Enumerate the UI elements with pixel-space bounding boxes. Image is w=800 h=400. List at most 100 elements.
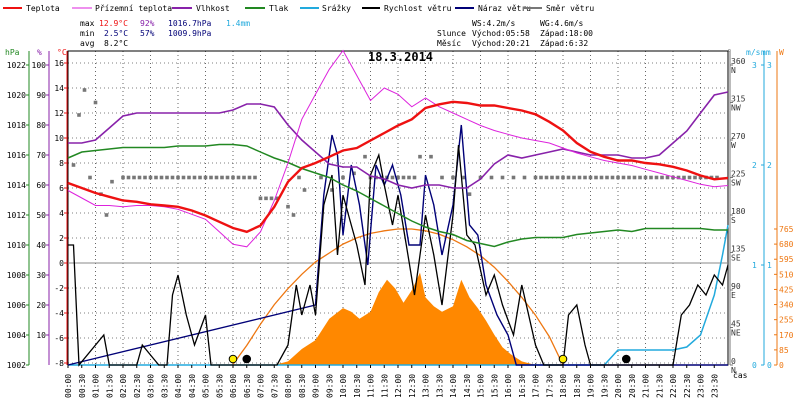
sun-marker (228, 354, 238, 364)
wind-direction-point (489, 175, 494, 180)
axis-tick-label-hpa: 1004 (7, 331, 26, 340)
wind-direction-point (319, 175, 323, 180)
wind-direction-point (71, 163, 76, 167)
axis-dir-compass-label: N (731, 366, 736, 375)
stat-max-label: max (80, 19, 95, 28)
wind-direction-point (269, 196, 274, 201)
axis-dir-compass-label: NE (731, 329, 741, 338)
x-tick-label: 17:30 (545, 374, 554, 398)
x-tick-label: 16:00 (504, 374, 513, 398)
wind-direction-point (137, 175, 142, 180)
legend-label-wind-direction: Směr větru (546, 4, 594, 13)
wind-direction-point (638, 175, 642, 180)
wind-direction-point (352, 171, 356, 176)
stat-min-press: 1009.9hPa (168, 29, 212, 38)
wind-direction-point (660, 175, 664, 180)
wind-direction-point (231, 175, 235, 180)
axis-tick-label-hpa: 1012 (7, 211, 26, 220)
moon-set: Západ:6:32 (540, 39, 588, 48)
wind-direction-point (203, 175, 208, 180)
axis-tick-label-dir: 360 (731, 57, 746, 66)
axis-tick-label-dir: 270 (731, 132, 746, 141)
legend-label-ground-temperature: Přízemní teplota (95, 4, 172, 13)
stat-max-press: 1016.7hPa (168, 19, 212, 28)
temperature-line (67, 100, 729, 234)
x-tick-label: 00:00 (64, 374, 73, 398)
axis-tick-label-pct: 60 (36, 181, 46, 190)
x-tick-label: 21:30 (655, 374, 664, 398)
axis-tick-label-pct: 20 (36, 301, 46, 310)
wind-direction-point (511, 175, 516, 180)
axis-tick-label-mm: 2 (767, 161, 772, 170)
wind-direction-point (104, 213, 109, 217)
x-tick-label: 22:00 (669, 374, 678, 398)
axis-tick-label-w: 425 (779, 285, 794, 294)
x-tick-label: 19:30 (600, 374, 609, 398)
x-tick-label: 01:30 (105, 374, 114, 398)
wind-direction-point (396, 175, 400, 180)
wind-direction-point (627, 175, 631, 180)
wind-direction-point (643, 175, 648, 180)
wind-direction-point (583, 175, 587, 180)
wind-direction-point (715, 175, 719, 180)
wind-direction-point (258, 196, 263, 201)
unit-pct: % (37, 48, 42, 57)
axis-tick-label-hpa: 1002 (7, 361, 26, 370)
wind-direction-point (159, 175, 164, 180)
wind-direction-point (418, 154, 422, 159)
axis-tick-label-hpa: 1018 (7, 121, 26, 130)
x-tick-label: 00:30 (78, 374, 87, 398)
wind-direction-point (572, 175, 576, 180)
wind-direction-point (297, 175, 301, 180)
unit-hpa: hPa (5, 48, 20, 57)
wind-direction-point (533, 175, 538, 180)
axis-tick-label-dir: 135 (731, 245, 746, 254)
legend-label-temperature: Teplota (26, 4, 60, 13)
wind-direction-point (363, 154, 367, 159)
wind-direction-point (555, 175, 560, 180)
wind-direction-point (187, 175, 191, 180)
unit-degc: °C (57, 48, 67, 57)
x-tick-label: 06:00 (229, 374, 238, 398)
axis-tick-label-dir: 315 (731, 95, 746, 104)
wind-direction-point (165, 175, 169, 180)
x-tick-label: 10:30 (353, 374, 362, 398)
wind-wg: WG:4.6m/s (540, 19, 584, 28)
stat-avg-label: avg (80, 39, 95, 48)
unit-cas: čas (733, 370, 748, 380)
info-block: WS:4.2m/s WG:4.6m/s Slunce Východ:05:58 … (437, 19, 593, 48)
axis-tick-label-w: 595 (779, 255, 794, 264)
humidity-line (68, 91, 729, 189)
axis-tick-label-degc: 0 (59, 259, 64, 268)
wind-direction-point (286, 204, 290, 209)
axis-tick-label-mm: 3 (767, 61, 772, 70)
wind-direction-point (176, 175, 180, 180)
x-tick-label: 02:00 (119, 374, 128, 398)
axis-tick-label-w: 510 (779, 270, 794, 279)
wind-direction-point (170, 175, 175, 180)
wind-direction-point (671, 175, 675, 180)
axis-dir-compass-label: W (731, 141, 736, 150)
x-tick-label: 16:30 (518, 374, 527, 398)
wind-direction-point (522, 175, 527, 180)
axis-tick-label-hpa: 1010 (7, 241, 26, 250)
sun-set: Západ:18:00 (540, 29, 593, 38)
axis-tick-label-w: 0 (779, 361, 784, 370)
wind-direction-point (143, 175, 147, 180)
wind-direction-point (687, 175, 692, 180)
legend-label-rain: Srážky (322, 4, 351, 13)
wind-direction-point (561, 175, 565, 180)
wind-direction-point (341, 175, 345, 180)
wind-direction-point (247, 175, 252, 180)
x-tick-label: 20:00 (614, 374, 623, 398)
axis-tick-label-degc: 16 (54, 59, 64, 68)
axis-dir-compass-label: E (731, 291, 736, 300)
x-tick-label: 21:00 (642, 374, 651, 398)
wind-gust-line (67, 124, 728, 366)
x-tick-label: 04:30 (188, 374, 197, 398)
wind-direction-point (275, 196, 279, 201)
legend-label-pressure: Tlak (269, 4, 288, 13)
wind-direction-point (198, 175, 202, 180)
axis-tick-label-mm: 0 (767, 361, 772, 370)
